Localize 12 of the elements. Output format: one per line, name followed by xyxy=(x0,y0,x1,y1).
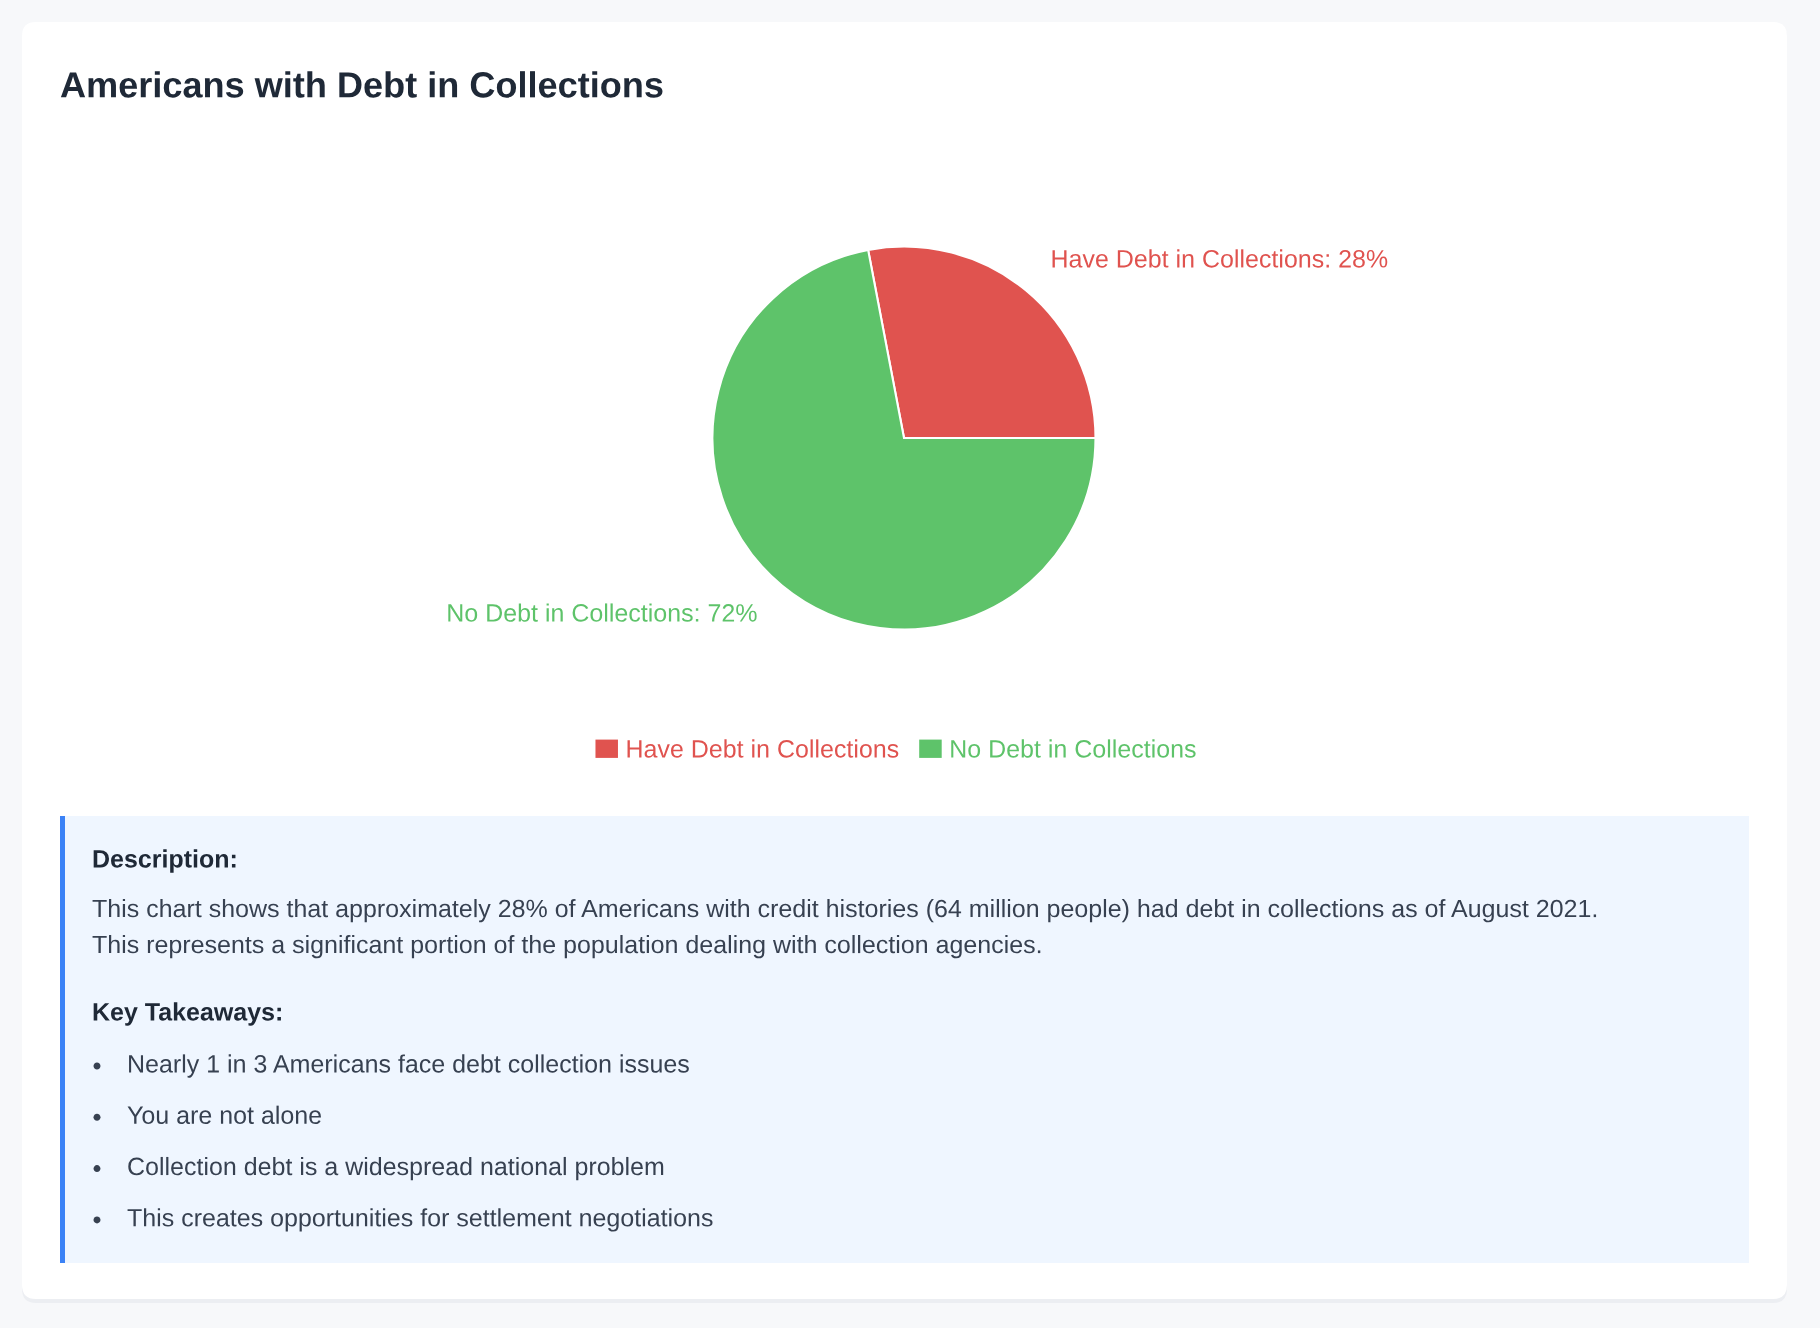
text: Description: xyxy=(93,849,236,873)
text: This creates opportunities for settlement negotiations xyxy=(127,1208,713,1232)
chart-title: Americans with Debt in Collections xyxy=(60,71,663,98)
text: This chart shows that approximately 28% of Americans with credit histories (64 million people) had debt in collections as of August 2021. This represents a significant portion of the population dealing with collection agencies. xyxy=(92,899,1597,959)
text: Collection debt is a widespread national problem xyxy=(128,1156,664,1181)
text: Nearly 1 in 3 Americans face debt collection issues xyxy=(129,1054,689,1078)
text: Key Takeaways: xyxy=(93,1002,281,1026)
legend-label: No Debt in Collections xyxy=(951,739,1196,758)
text: You are not alone xyxy=(127,1105,321,1125)
data-label: No Debt in Collections: 72% xyxy=(448,603,757,622)
legend-label: Have Debt in Collections xyxy=(627,739,899,758)
data-label: Have Debt in Collections: 28% xyxy=(1052,249,1388,268)
